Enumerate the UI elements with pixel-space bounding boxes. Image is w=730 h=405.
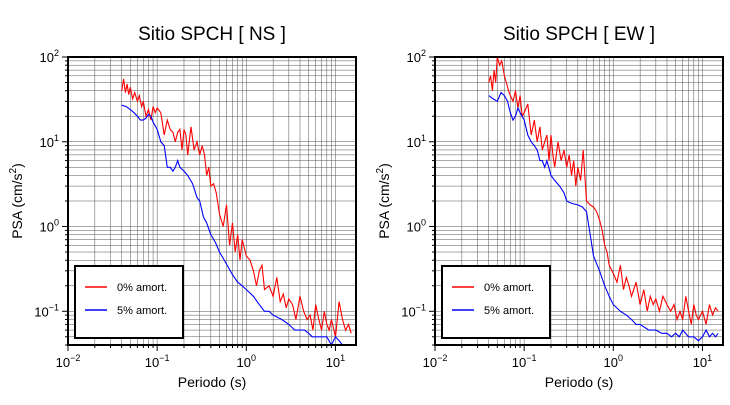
legend-label: 5% amort. xyxy=(484,305,534,317)
grid xyxy=(435,57,723,345)
legend-box xyxy=(74,265,184,339)
tick-marks xyxy=(429,56,703,351)
legend-label: 0% amort. xyxy=(117,282,167,294)
x-tick-label: 10−1 xyxy=(512,353,537,370)
series-line-undamped xyxy=(488,57,719,325)
grid xyxy=(68,57,356,345)
series-line-damped xyxy=(488,91,719,342)
x-tick-label: 100 xyxy=(604,353,623,370)
x-axis-label: Periodo (s) xyxy=(178,374,246,390)
x-tick-label: 10−2 xyxy=(56,353,81,370)
x-tick-label: 10−2 xyxy=(423,353,448,370)
series-line-undamped xyxy=(121,78,352,337)
chart-title: Sitio SPCH [ EW ] xyxy=(503,24,655,45)
y-tick-label: 10−1 xyxy=(401,302,426,319)
x-axis-label: Periodo (s) xyxy=(545,374,613,390)
legend-label: 5% amort. xyxy=(117,305,167,317)
y-tick-label: 100 xyxy=(40,218,59,235)
legend-label: 0% amort. xyxy=(484,282,534,294)
x-tick-label: 101 xyxy=(693,353,712,370)
legend: 0% amort. 5% amort. xyxy=(74,265,184,339)
y-tick-label: 100 xyxy=(407,218,426,235)
y-tick-label: 102 xyxy=(407,48,426,65)
y-tick-label: 101 xyxy=(40,133,59,150)
chart-panel-2: 10−2 10−1 100 101 10−1 100 101 102 Sitio SPCH [ … xyxy=(375,24,724,390)
chart-panel-1: 10−2 10−1 100 101 10−1 100 101 102 Sitio SPCH [ … xyxy=(8,24,357,390)
x-tick-label: 100 xyxy=(237,353,256,370)
y-axis-label: PSA (cm/s2) xyxy=(8,163,25,239)
legend-box xyxy=(441,265,551,339)
chart-title: Sitio SPCH [ NS ] xyxy=(138,24,286,45)
y-tick-label: 102 xyxy=(40,48,59,65)
legend: 0% amort. 5% amort. xyxy=(441,265,551,339)
tick-marks xyxy=(62,56,336,351)
y-axis-label: PSA (cm/s2) xyxy=(375,163,392,239)
y-tick-label: 101 xyxy=(407,133,426,150)
x-tick-label: 10−1 xyxy=(145,353,170,370)
x-tick-label: 101 xyxy=(326,353,345,370)
series-line-damped xyxy=(121,104,350,345)
y-tick-label: 10−1 xyxy=(34,302,59,319)
